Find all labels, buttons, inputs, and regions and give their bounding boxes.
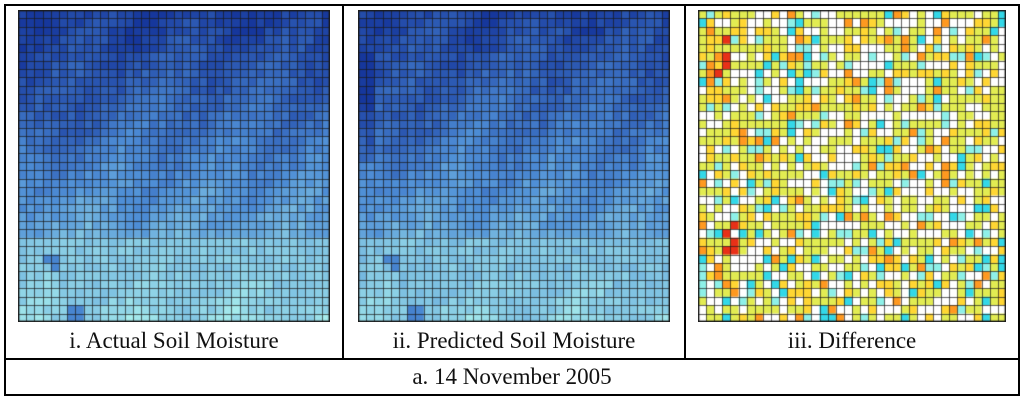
actual-soil-moisture-map	[18, 10, 330, 322]
predicted-soil-moisture-map	[358, 10, 670, 322]
panel-caption-predicted: ii. Predicted Soil Moisture	[392, 328, 636, 353]
panel-actual: i. Actual Soil Moisture	[6, 6, 342, 358]
panel-caption-actual: i. Actual Soil Moisture	[69, 328, 279, 353]
panel-divider	[342, 4, 344, 360]
difference-map	[698, 10, 1006, 322]
panel-caption-difference: iii. Difference	[787, 328, 917, 353]
panel-difference: iii. Difference	[686, 6, 1018, 358]
figure-frame	[4, 4, 1020, 396]
figure-caption: a. 14 November 2005	[412, 364, 612, 389]
panel-divider	[684, 4, 686, 360]
panel-predicted: ii. Predicted Soil Moisture	[344, 6, 684, 358]
caption-divider	[4, 358, 1020, 360]
